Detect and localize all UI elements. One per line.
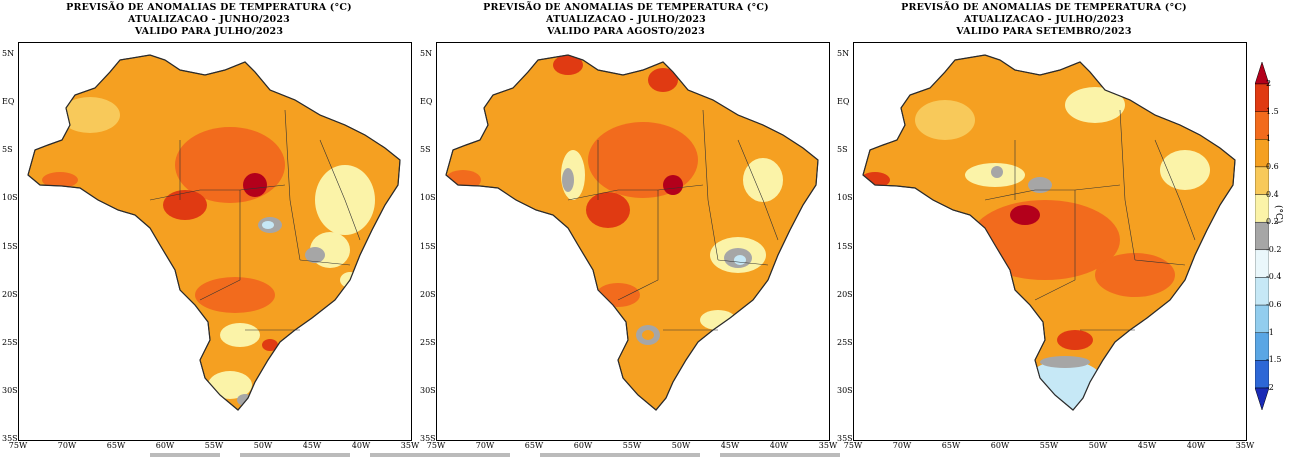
lon-label: 55W [204, 441, 224, 450]
lon-label: 65W [524, 441, 544, 450]
lat-label: 35S [420, 434, 436, 443]
map-august [445, 54, 819, 411]
colorbar-tick-label: 2 [1266, 79, 1272, 88]
colorbar-tick-label: -1.5 [1266, 355, 1282, 365]
map-july [27, 54, 401, 411]
lat-label: 20S [837, 289, 853, 299]
lon-label: 40W [769, 441, 789, 450]
colorbar-tick-label: -1 [1266, 327, 1274, 337]
lon-label: 65W [106, 441, 126, 450]
lat-label: 5N [837, 49, 850, 58]
panel-title: PREVISÃO DE ANOMALIAS DE TEMPERATURA (°C… [483, 2, 769, 37]
lon-label: 75W [8, 441, 28, 450]
lat-label: 10S [2, 193, 18, 203]
lon-label: 70W [475, 441, 495, 450]
lat-label: 35S [837, 434, 853, 443]
lat-label: 30S [837, 385, 853, 395]
lat-label: 15S [420, 241, 436, 251]
lon-label: 60W [573, 441, 593, 450]
colorbar-tick-label: 1.5 [1266, 106, 1279, 116]
colorbar-tick-label: 1 [1266, 134, 1272, 144]
footer-strip [0, 452, 1300, 461]
panel-title: PREVISÃO DE ANOMALIAS DE TEMPERATURA (°C… [901, 2, 1187, 37]
lon-label: 40W [1186, 441, 1206, 450]
lon-label: 75W [426, 441, 446, 450]
colorbar-tick-label: -0.4 [1266, 272, 1282, 282]
lat-label: 35S [2, 434, 18, 443]
lon-label: 35W [400, 441, 420, 450]
lat-label: 30S [420, 385, 436, 395]
lon-label: 45W [1137, 441, 1157, 450]
lon-label: 50W [671, 441, 691, 450]
lat-label: 5N [420, 49, 433, 58]
lon-label: 35W [818, 441, 838, 450]
lon-label: 60W [155, 441, 175, 450]
map-september [862, 54, 1236, 411]
colorbar-bottom-triangle [1255, 387, 1269, 410]
lat-label: 5S [2, 145, 13, 155]
lon-label: 35W [1235, 441, 1255, 450]
lat-label: 25S [837, 337, 853, 347]
state-borders [149, 109, 361, 331]
colorbar [1255, 62, 1269, 410]
colorbar-unit: (°C) [1273, 205, 1283, 224]
lat-label: EQ [2, 97, 15, 107]
lat-label: 15S [2, 241, 18, 251]
lat-label: 10S [837, 193, 853, 203]
lat-label: 30S [2, 385, 18, 395]
lat-label: 20S [420, 289, 436, 299]
lon-label: 45W [302, 441, 322, 450]
panel-title: PREVISÃO DE ANOMALIAS DE TEMPERATURA (°C… [66, 2, 352, 37]
colorbar-tick-label: 0.2 [1266, 217, 1279, 227]
lon-label: 70W [892, 441, 912, 450]
colorbar-tick-label: 0.4 [1266, 189, 1279, 199]
colorbar-tick-label: 0.6 [1266, 161, 1279, 171]
lon-label: 45W [720, 441, 740, 450]
lon-label: 65W [941, 441, 961, 450]
lon-label: 60W [990, 441, 1010, 450]
lat-label: 15S [837, 241, 853, 251]
lat-label: 5S [420, 145, 431, 155]
lat-label: 20S [2, 289, 18, 299]
lon-label: 75W [843, 441, 863, 450]
colorbar-tick-label: -0.2 [1266, 244, 1282, 254]
lon-label: 70W [57, 441, 77, 450]
lat-label: 5S [837, 145, 848, 155]
lon-label: 50W [1088, 441, 1108, 450]
colorbar-tick-label: -2 [1266, 383, 1274, 392]
lat-label: 10S [420, 193, 436, 203]
lon-label: 55W [622, 441, 642, 450]
lat-label: 25S [420, 337, 436, 347]
lat-label: EQ [420, 97, 433, 107]
lat-label: 25S [2, 337, 18, 347]
lat-label: 5N [2, 49, 15, 58]
colorbar-tick-label: -0.6 [1266, 300, 1282, 310]
lon-label: 55W [1039, 441, 1059, 450]
lon-label: 50W [253, 441, 273, 450]
lat-label: EQ [837, 97, 850, 107]
lon-label: 40W [351, 441, 371, 450]
